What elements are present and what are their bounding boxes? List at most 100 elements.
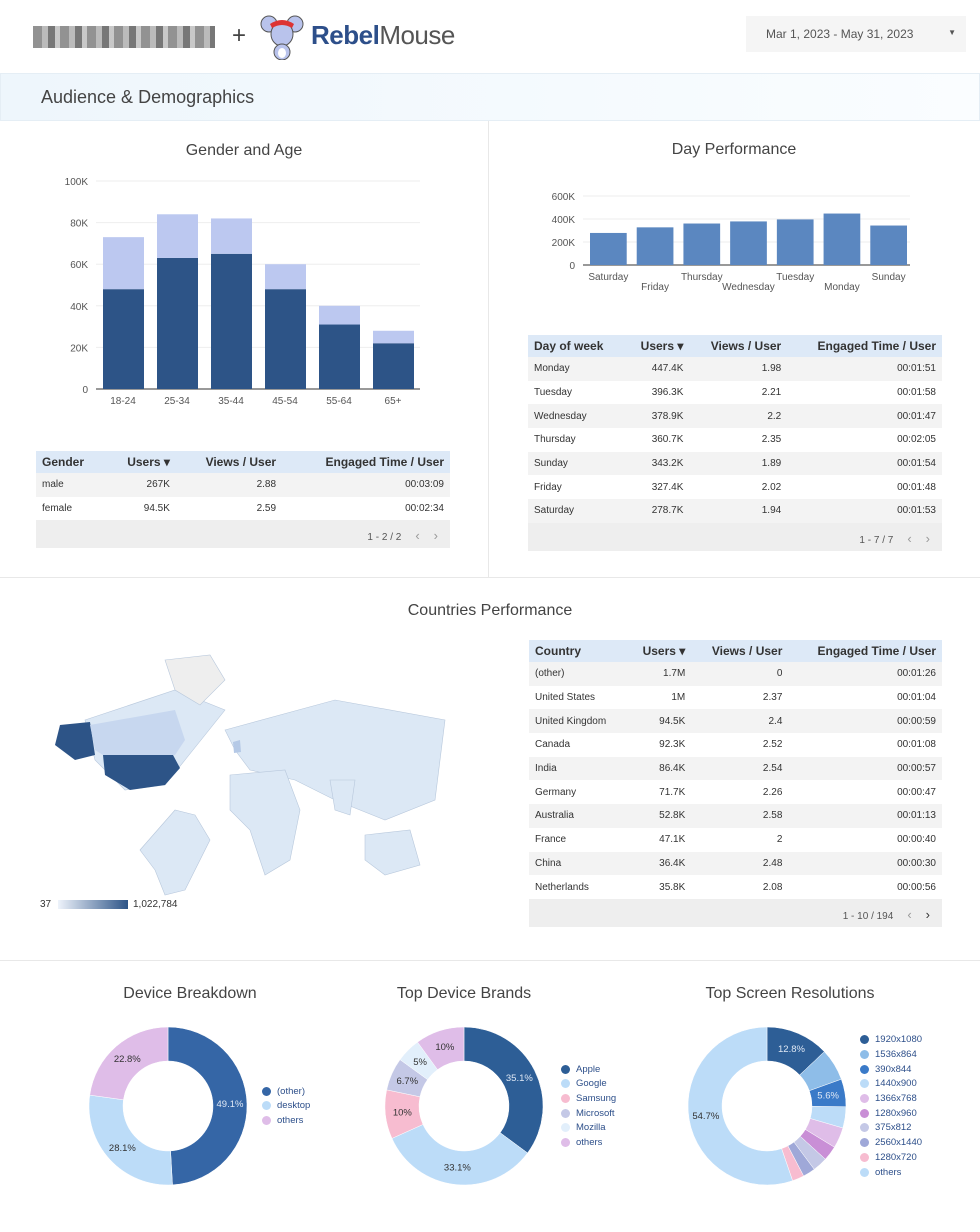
legend-item[interactable]: desktop bbox=[262, 1099, 310, 1114]
table-row[interactable]: Thursday 360.7K 2.35 00:02:05 bbox=[528, 428, 942, 452]
legend-item[interactable]: Google bbox=[561, 1077, 616, 1092]
table-cell: 2.08 bbox=[762, 881, 783, 893]
table-cell: 2 bbox=[776, 834, 783, 846]
legend-item[interactable]: others bbox=[262, 1113, 310, 1128]
bar-segment bbox=[373, 343, 414, 389]
table-cell: 94.5K bbox=[143, 503, 170, 515]
table-row[interactable]: Wednesday 378.9K 2.2 00:01:47 bbox=[528, 404, 942, 429]
table-cell: 86.4K bbox=[626, 756, 692, 781]
table-row[interactable]: Monday 447.4K 1.98 00:01:51 bbox=[528, 357, 942, 381]
donut-title: Top Device Brands bbox=[396, 985, 532, 1002]
x-tick-label: Monday bbox=[824, 282, 860, 293]
legend-item[interactable]: 1440x900 bbox=[860, 1077, 922, 1092]
table-cell: 00:00:30 bbox=[788, 851, 942, 876]
prev-page-button[interactable]: ‹ bbox=[907, 530, 912, 546]
next-page-button[interactable]: › bbox=[925, 906, 930, 922]
legend-swatch-icon bbox=[262, 1116, 271, 1126]
table-row[interactable]: Netherlands 35.8K 2.08 00:00:56 bbox=[529, 875, 942, 899]
data-label: 49.1% bbox=[217, 1099, 244, 1110]
column-header[interactable]: Engaged Time / User bbox=[282, 451, 450, 473]
world-map[interactable] bbox=[35, 650, 447, 900]
table-cell: Australia bbox=[529, 804, 627, 828]
table-row[interactable]: Saturday 278.7K 1.94 00:01:53 bbox=[528, 499, 942, 523]
legend-item[interactable]: Microsoft bbox=[561, 1106, 616, 1121]
table-row[interactable]: Sunday 343.2K 1.89 00:01:54 bbox=[528, 451, 942, 476]
table-cell: 378.9K bbox=[624, 404, 690, 429]
date-range-picker[interactable]: Mar 1, 2023 - May 31, 2023 ▼ bbox=[746, 16, 966, 52]
legend: 1920x1080 1536x864 390x844 1440x900 1366x768… bbox=[860, 1033, 922, 1180]
table-cell: China bbox=[529, 851, 627, 876]
legend-item[interactable]: 1280x960 bbox=[860, 1106, 922, 1121]
legend-swatch-icon bbox=[860, 1152, 869, 1162]
legend-item[interactable]: Samsung bbox=[561, 1091, 616, 1106]
legend-swatch-icon bbox=[262, 1086, 271, 1096]
column-header[interactable]: Engaged Time / User bbox=[787, 335, 942, 357]
table-row[interactable]: India 86.4K 2.54 00:00:57 bbox=[529, 756, 942, 781]
table-row[interactable]: France 47.1K 2 00:00:40 bbox=[529, 828, 942, 852]
table-cell: 00:01:53 bbox=[787, 499, 942, 523]
table-cell: 94.5K bbox=[626, 709, 692, 734]
table-row[interactable]: male 267K 2.88 00:03:09 bbox=[36, 473, 450, 497]
legend-item[interactable]: 1920x1080 bbox=[860, 1033, 922, 1048]
column-header[interactable]: Views / User bbox=[175, 451, 283, 473]
data-label: 10% bbox=[393, 1108, 413, 1119]
next-page-button[interactable]: › bbox=[925, 530, 930, 546]
next-page-button[interactable]: › bbox=[433, 528, 438, 544]
legend-swatch-icon bbox=[860, 1108, 869, 1118]
table-cell: 267K bbox=[105, 473, 176, 497]
column-header[interactable]: Day of week bbox=[528, 335, 625, 357]
legend-item[interactable]: 1280x720 bbox=[860, 1150, 922, 1165]
legend-swatch-icon bbox=[262, 1101, 271, 1111]
table-cell: 2.37 bbox=[762, 692, 783, 704]
table-row[interactable]: China 36.4K 2.48 00:00:30 bbox=[529, 851, 942, 876]
x-tick-label: 45-54 bbox=[272, 396, 298, 407]
legend-item[interactable]: Apple bbox=[561, 1062, 616, 1077]
legend-item[interactable]: Mozilla bbox=[561, 1121, 616, 1136]
legend-item[interactable]: 390x844 bbox=[860, 1062, 922, 1077]
pager: 1 - 10 / 194 ‹ › bbox=[529, 898, 942, 927]
column-header[interactable]: Country bbox=[529, 640, 627, 662]
table-row[interactable]: Canada 92.3K 2.52 00:01:08 bbox=[529, 733, 942, 757]
y-tick-label: 0 bbox=[82, 385, 88, 396]
legend-label: Samsung bbox=[576, 1093, 617, 1105]
legend-item[interactable]: 375x812 bbox=[860, 1121, 922, 1136]
plus-sign: + bbox=[232, 22, 247, 49]
legend-item[interactable]: 1536x864 bbox=[860, 1047, 922, 1062]
table-cell: 00:00:57 bbox=[788, 756, 942, 781]
table-row[interactable]: (other) 1.7M 0 00:01:26 bbox=[529, 662, 942, 686]
legend-item[interactable]: others bbox=[561, 1135, 616, 1150]
legend-item[interactable]: 1366x768 bbox=[860, 1091, 922, 1106]
column-header[interactable]: Users ▾ bbox=[105, 451, 176, 473]
bar bbox=[590, 232, 627, 265]
prev-page-button[interactable]: ‹ bbox=[415, 528, 420, 544]
legend-label: Microsoft bbox=[576, 1107, 615, 1119]
table-cell: 00:01:58 bbox=[897, 387, 936, 399]
prev-page-button[interactable]: ‹ bbox=[907, 906, 912, 922]
table-row[interactable]: Germany 71.7K 2.26 00:00:47 bbox=[529, 780, 942, 804]
legend-item[interactable]: 2560x1440 bbox=[860, 1135, 922, 1150]
day-performance-chart: 0 200K 400K 600K Saturday Friday ThursdayWedne… bbox=[552, 192, 910, 293]
table-row[interactable]: United Kingdom 94.5K 2.4 00:00:59 bbox=[529, 709, 942, 734]
bar-segment bbox=[265, 264, 306, 290]
table-row[interactable]: Australia 52.8K 2.58 00:01:13 bbox=[529, 804, 942, 828]
column-header[interactable]: Views / User bbox=[689, 335, 788, 357]
column-header[interactable]: Engaged Time / User bbox=[788, 640, 942, 662]
table-row[interactable]: United States 1M 2.37 00:01:04 bbox=[529, 686, 942, 710]
legend-label: others bbox=[875, 1166, 902, 1178]
table-row[interactable]: female 94.5K 2.59 00:02:34 bbox=[36, 497, 450, 521]
bar bbox=[823, 213, 861, 265]
table-row[interactable]: Tuesday 396.3K 2.21 00:01:58 bbox=[528, 381, 942, 405]
donut-chart: 12.8% 5.6% 54.7% bbox=[687, 1026, 847, 1186]
table-cell: 00:01:54 bbox=[787, 451, 942, 476]
legend-item[interactable]: others bbox=[860, 1165, 922, 1180]
legend: (other) desktop others bbox=[262, 1084, 310, 1128]
table-cell: 47.1K bbox=[659, 834, 686, 846]
x-tick-label: Thursday bbox=[681, 272, 723, 283]
column-header[interactable]: Gender bbox=[36, 451, 106, 473]
column-header[interactable]: Users ▾ bbox=[624, 335, 690, 357]
column-header[interactable]: Users ▾ bbox=[626, 640, 692, 662]
legend-item[interactable]: (other) bbox=[262, 1084, 310, 1099]
table-row[interactable]: Friday 327.4K 2.02 00:01:48 bbox=[528, 475, 942, 499]
y-tick-label: 40K bbox=[70, 302, 88, 313]
column-header[interactable]: Views / User bbox=[691, 640, 789, 662]
